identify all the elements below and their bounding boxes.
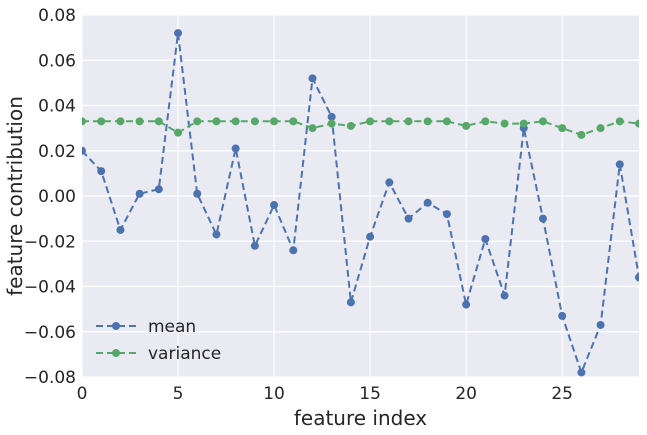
y-tick-label: −0.02 (24, 232, 76, 252)
data-point-mean (577, 368, 586, 377)
data-point-mean (481, 234, 490, 243)
x-axis-label: feature index (294, 406, 427, 430)
data-point-mean (327, 112, 336, 121)
data-point-mean (193, 189, 202, 198)
data-point-mean (366, 232, 375, 241)
legend: mean variance (96, 317, 221, 364)
data-point-variance (97, 117, 106, 126)
data-point-variance (154, 117, 163, 126)
data-point-variance (442, 117, 451, 126)
data-point-mean (635, 273, 639, 282)
y-tick-label: 0.08 (38, 6, 76, 26)
data-point-mean (154, 185, 163, 194)
data-point-variance (481, 117, 490, 126)
x-tick-label: 15 (359, 384, 381, 404)
x-tick-label: 0 (77, 384, 88, 404)
data-point-variance (270, 117, 279, 126)
data-point-mean (423, 198, 432, 207)
legend-item-mean: mean (96, 317, 196, 337)
data-point-variance (577, 130, 586, 139)
data-point-mean (174, 29, 183, 38)
data-point-mean (615, 160, 624, 169)
tick-labels: 0 5 10 15 20 25 −0.08 −0.06 −0.04 −0.02 0.00 0.02 0.… (24, 6, 573, 404)
legend-label: variance (148, 344, 221, 364)
data-point-variance (404, 117, 413, 126)
data-point-variance (423, 117, 432, 126)
series-variance (82, 117, 639, 139)
data-point-variance (615, 117, 624, 126)
legend-item-variance: variance (96, 344, 221, 364)
data-point-mean (442, 210, 451, 219)
series-mean (82, 29, 639, 377)
series-line-mean (82, 32, 639, 376)
data-point-variance (308, 124, 317, 133)
legend-marker (112, 349, 120, 357)
data-point-mean (500, 291, 509, 300)
data-point-mean (212, 230, 221, 239)
data-point-mean (116, 225, 125, 234)
x-tick-label: 5 (173, 384, 184, 404)
y-tick-label: −0.06 (24, 323, 76, 343)
grid (81, 14, 639, 378)
data-point-variance (538, 117, 547, 126)
data-point-variance (462, 121, 471, 130)
data-point-variance (519, 119, 528, 128)
data-point-mean (97, 167, 106, 176)
data-point-variance (385, 117, 394, 126)
data-point-variance (193, 117, 202, 126)
data-point-mean (385, 178, 394, 187)
data-point-variance (135, 117, 144, 126)
data-point-variance (231, 117, 240, 126)
data-point-mean (346, 298, 355, 307)
data-point-mean (231, 144, 240, 153)
x-tick-label: 10 (263, 384, 285, 404)
data-point-mean (596, 320, 605, 329)
x-tick-label: 25 (551, 384, 573, 404)
data-point-mean (250, 241, 259, 250)
series-layer (82, 29, 639, 377)
y-tick-label: −0.08 (24, 368, 76, 388)
data-point-mean (462, 300, 471, 309)
y-axis-label: feature contribution (3, 96, 27, 296)
data-point-mean (270, 201, 279, 210)
x-tick-label: 20 (455, 384, 477, 404)
data-point-variance (82, 117, 86, 126)
data-point-variance (116, 117, 125, 126)
y-tick-label: 0.02 (38, 142, 76, 162)
data-point-variance (558, 124, 567, 133)
data-point-variance (500, 119, 509, 128)
data-point-mean (538, 214, 547, 223)
data-point-variance (327, 119, 336, 128)
legend-label: mean (148, 317, 196, 337)
y-tick-label: 0.00 (38, 187, 76, 207)
data-point-variance (596, 124, 605, 133)
data-point-variance (250, 117, 259, 126)
data-point-variance (174, 128, 183, 137)
y-tick-label: −0.04 (24, 278, 76, 298)
y-tick-label: 0.06 (38, 51, 76, 71)
data-point-variance (635, 119, 639, 128)
data-point-variance (289, 117, 298, 126)
data-point-variance (212, 117, 221, 126)
data-point-variance (346, 121, 355, 130)
data-point-variance (366, 117, 375, 126)
y-tick-label: 0.04 (38, 97, 76, 117)
data-point-mean (135, 189, 144, 198)
data-point-mean (558, 311, 567, 320)
legend-marker (112, 322, 120, 330)
data-point-mean (82, 146, 86, 155)
data-point-mean (308, 74, 317, 83)
data-point-mean (404, 214, 413, 223)
data-point-mean (289, 246, 298, 255)
